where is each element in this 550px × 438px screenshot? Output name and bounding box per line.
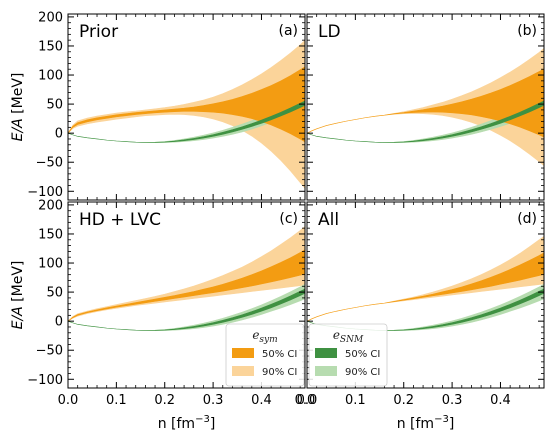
x-axis-label: n [fm−3] [158, 414, 216, 432]
legend-label-50ci: 50% CI [345, 349, 380, 360]
legend-title: eSNM [333, 328, 364, 345]
y-tick-label: −50 [36, 156, 63, 171]
y-tick-label: 200 [38, 198, 63, 213]
panel-4: 0.0 0.1 0.2 0.3 0.4 All (d) [297, 201, 545, 408]
panel-title: HD + LVC [79, 210, 161, 230]
x-tick-label: 0.0 [58, 393, 79, 408]
y-tick-label: 150 [38, 227, 63, 242]
esnm-50ci-band [307, 100, 544, 143]
y-axis-label: E/A [MeV] [10, 261, 26, 330]
y-tick-label: 100 [38, 69, 63, 84]
legend-label-50ci: 50% CI [262, 349, 297, 360]
panel-2: LD (b) [306, 13, 545, 201]
esym-50ci-band [307, 68, 544, 138]
legend-esnm: eSNM 50% CI 90% CI [308, 323, 388, 387]
panel-frame [306, 13, 545, 201]
esym-50ci-band [68, 66, 305, 143]
panel-frame [67, 13, 306, 201]
y-tick-label: 150 [38, 39, 63, 54]
y-tick-label: 200 [38, 10, 63, 25]
esym-90ci-band [68, 39, 305, 189]
y-tick-label: −100 [27, 373, 63, 388]
y-axis-label: E/A [MeV] [10, 73, 26, 142]
x-tick-label: 0.4 [490, 393, 511, 408]
x-tick-label: 0.1 [345, 393, 366, 408]
y-tick-label: −100 [27, 185, 63, 200]
panel-1: −100 −50 0 50 100 150 200 Prior (a) [27, 10, 306, 201]
panel-letter: (b) [517, 23, 537, 39]
legend-title: esym [252, 328, 277, 345]
panel-title: All [318, 210, 339, 230]
x-tick-label: 0.3 [442, 393, 463, 408]
x-tick-label: 0.2 [154, 393, 175, 408]
y-tick-label: 0 [55, 127, 63, 142]
panel-frame [67, 201, 306, 389]
y-tick-label: 50 [46, 286, 63, 301]
esnm-50ci-band [68, 100, 305, 143]
esym-50ci-band [68, 249, 305, 322]
panel-frame [306, 201, 545, 389]
x-tick-label: 0.0 [295, 393, 316, 408]
legend-swatch-50ci [232, 348, 254, 358]
esym-50ci-band [307, 252, 544, 322]
legend-label-90ci: 90% CI [262, 367, 297, 378]
x-axis-label: n [fm−3] [397, 414, 455, 432]
y-tick-label: 0 [55, 315, 63, 330]
y-tick-label: −50 [36, 344, 63, 359]
x-tick-label: 0.3 [203, 393, 224, 408]
legend-swatch-50ci [315, 348, 337, 358]
y-tick-label: 50 [46, 98, 63, 113]
x-tick-label: 0.4 [251, 393, 272, 408]
panel-title: LD [318, 22, 341, 42]
legend-swatch-90ci [232, 366, 254, 376]
panel-letter: (c) [279, 211, 298, 227]
x-tick-label: 0.0 [297, 393, 318, 408]
panel-letter: (a) [278, 23, 298, 39]
x-tick-label: 0.2 [393, 393, 414, 408]
panel-letter: (d) [517, 211, 537, 227]
esnm-50ci-band [68, 288, 305, 331]
legend-swatch-90ci [315, 366, 337, 376]
legend-esym: esym 50% CI 90% CI [225, 323, 305, 387]
panel-title: Prior [79, 22, 118, 42]
legend-label-90ci: 90% CI [345, 367, 380, 378]
y-tick-label: 100 [38, 257, 63, 272]
x-tick-label: 0.1 [106, 393, 127, 408]
